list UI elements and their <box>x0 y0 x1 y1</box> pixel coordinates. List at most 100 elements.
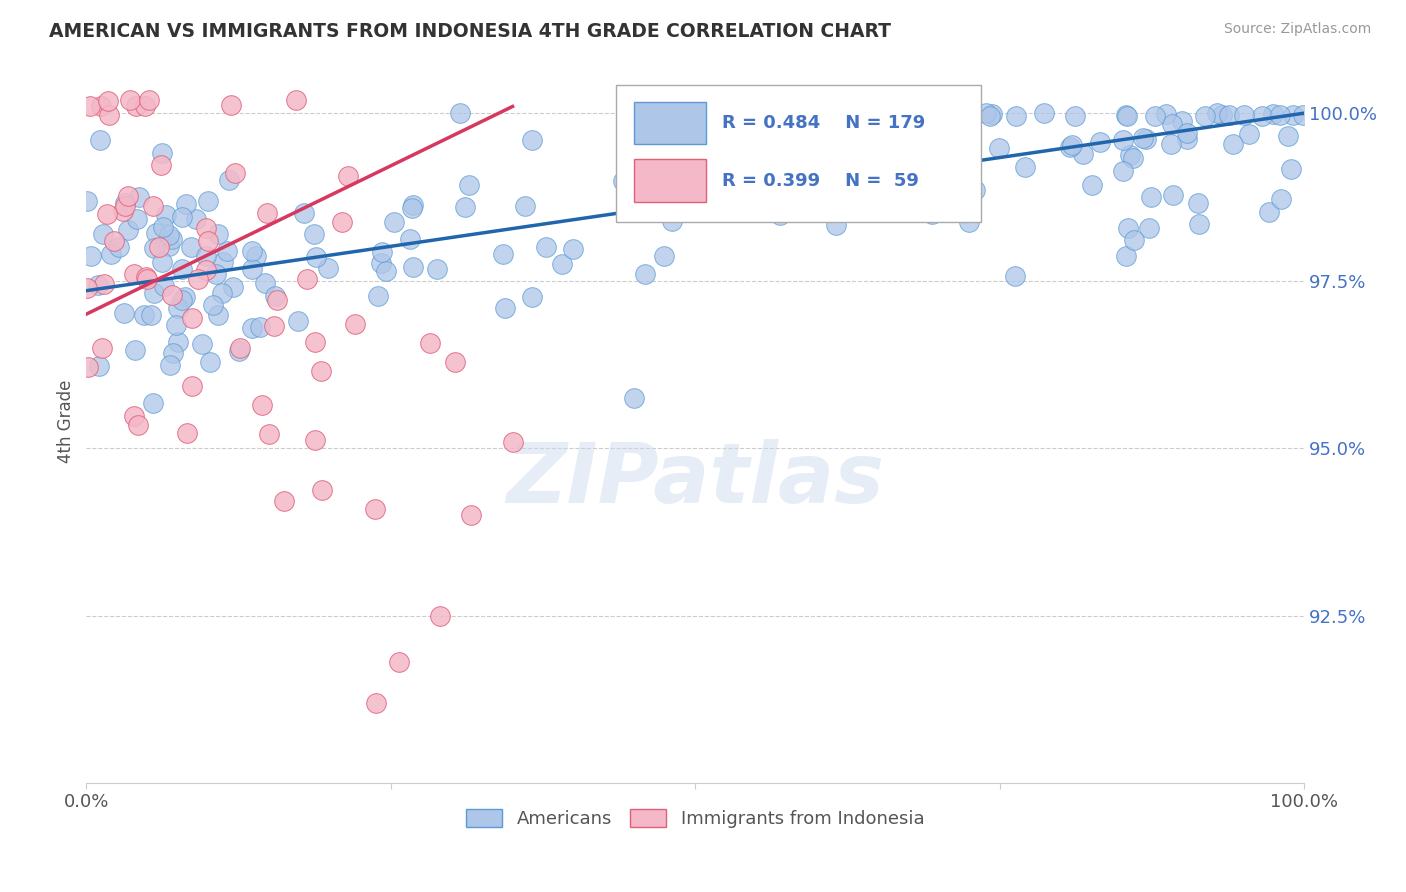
Point <box>1154 106 1177 120</box>
Point <box>162 346 184 360</box>
Point <box>89 359 111 374</box>
Point <box>869 162 891 177</box>
Point <box>374 264 396 278</box>
Point <box>170 262 193 277</box>
Point <box>1063 109 1085 123</box>
Point <box>429 608 451 623</box>
Point <box>1122 151 1144 165</box>
Point <box>925 142 948 156</box>
Point <box>170 211 193 225</box>
Point <box>1187 196 1209 211</box>
Point <box>513 198 536 212</box>
Point <box>157 227 180 242</box>
Point <box>1292 108 1315 122</box>
Point <box>166 301 188 315</box>
Point <box>616 171 638 186</box>
Point <box>776 197 799 211</box>
Point <box>1123 233 1146 247</box>
Point <box>77 360 100 375</box>
Point <box>304 227 326 242</box>
Point <box>165 318 187 333</box>
Point <box>824 219 846 233</box>
Point <box>820 153 842 167</box>
Point <box>159 358 181 372</box>
Point <box>661 214 683 228</box>
Point <box>1033 106 1056 120</box>
Point <box>136 271 159 285</box>
Point <box>139 308 162 322</box>
Point <box>263 319 285 334</box>
Point <box>152 219 174 234</box>
Point <box>1258 204 1281 219</box>
Point <box>316 261 339 276</box>
Point <box>76 194 98 209</box>
Point <box>284 93 307 107</box>
Point <box>125 212 148 227</box>
Point <box>125 99 148 113</box>
Point <box>112 203 135 218</box>
Point <box>194 220 217 235</box>
Point <box>311 483 333 497</box>
Point <box>117 189 139 203</box>
Point <box>128 190 150 204</box>
Point <box>502 435 524 450</box>
Point <box>444 355 467 369</box>
Point <box>112 306 135 320</box>
Point <box>79 99 101 113</box>
Point <box>122 268 145 282</box>
Point <box>950 106 973 120</box>
Point <box>138 93 160 107</box>
Point <box>1277 129 1299 144</box>
Point <box>1251 109 1274 123</box>
Point <box>127 418 149 433</box>
Point <box>820 138 842 153</box>
Point <box>207 309 229 323</box>
Point <box>651 197 673 211</box>
Point <box>562 242 585 256</box>
Point <box>364 502 387 516</box>
Point <box>187 272 209 286</box>
Point <box>222 279 245 293</box>
Point <box>1112 133 1135 147</box>
Point <box>218 172 240 186</box>
Point <box>748 194 770 209</box>
Point <box>87 278 110 293</box>
Point <box>197 194 219 208</box>
Point <box>1233 108 1256 122</box>
Point <box>426 262 449 277</box>
Point <box>122 409 145 423</box>
Point <box>212 255 235 269</box>
Point <box>108 239 131 253</box>
Point <box>176 197 198 211</box>
Point <box>1177 132 1199 146</box>
Point <box>142 396 165 410</box>
Point <box>336 169 359 183</box>
Point <box>1160 137 1182 152</box>
Point <box>1060 137 1083 152</box>
Point <box>672 172 695 186</box>
Point <box>905 106 928 120</box>
Point <box>879 131 901 145</box>
Point <box>256 206 278 220</box>
Point <box>1143 109 1166 123</box>
Point <box>176 425 198 440</box>
Point <box>155 208 177 222</box>
Point <box>202 298 225 312</box>
Point <box>458 178 481 193</box>
Point <box>97 94 120 108</box>
Point <box>664 106 686 120</box>
FancyBboxPatch shape <box>634 102 706 145</box>
Point <box>200 355 222 369</box>
Point <box>449 106 471 120</box>
Point <box>1270 192 1292 206</box>
Point <box>117 223 139 237</box>
Point <box>195 262 218 277</box>
Point <box>1279 162 1302 177</box>
Point <box>370 256 392 270</box>
Point <box>132 308 155 322</box>
Point <box>100 247 122 261</box>
Point <box>1116 109 1139 123</box>
Point <box>124 343 146 357</box>
Point <box>388 656 411 670</box>
Point <box>170 293 193 307</box>
